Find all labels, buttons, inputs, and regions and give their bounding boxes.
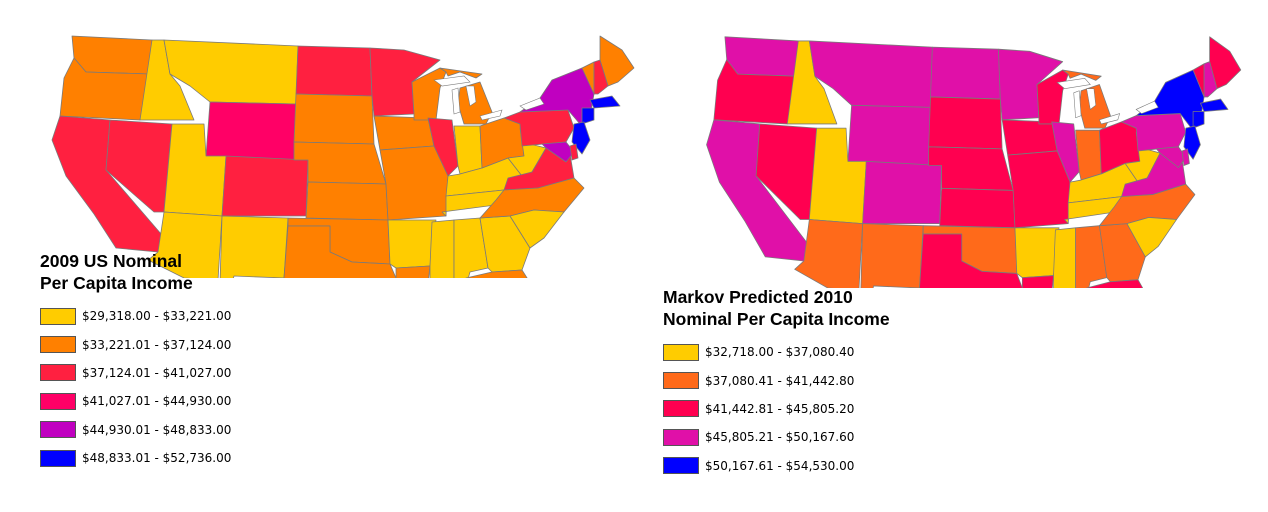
legend-label: $29,318.00 - $33,221.00	[82, 309, 232, 324]
legend-swatch	[663, 428, 699, 446]
state-ia	[373, 115, 435, 151]
state-md	[541, 141, 575, 163]
state-ct	[581, 107, 595, 125]
legend-label: $41,027.01 - $44,930.00	[82, 394, 232, 409]
state-nm	[860, 223, 924, 288]
state-sd	[293, 93, 375, 145]
legend-swatch	[40, 336, 76, 354]
legend-title: Markov Predicted 2010 Nominal Per Capita…	[663, 286, 890, 330]
state-ne	[928, 146, 1014, 191]
legend-label: $37,124.01 - $41,027.00	[82, 365, 232, 380]
state-ma	[589, 95, 621, 109]
legend-item: $41,442.81 - $45,805.20	[663, 395, 890, 423]
legend-item: $29,318.00 - $33,221.00	[40, 302, 231, 330]
legend-swatch	[663, 372, 699, 390]
great-lakes	[433, 75, 545, 121]
state-ma	[1200, 98, 1229, 112]
state-mt	[163, 39, 299, 105]
state-az	[794, 219, 863, 288]
state-ct	[1192, 111, 1205, 129]
legend-label: $50,167.61 - $54,530.00	[705, 458, 855, 473]
legend-label: $48,833.01 - $52,736.00	[82, 451, 232, 466]
map-2009-income	[34, 16, 644, 278]
state-wy	[847, 104, 931, 166]
state-nd	[930, 46, 1001, 100]
state-fl	[465, 269, 528, 278]
state-wy	[205, 101, 297, 161]
state-il	[427, 117, 459, 177]
legend-item: $45,805.21 - $50,167.60	[663, 423, 890, 451]
state-sd	[928, 96, 1003, 150]
legend-item: $37,080.41 - $41,442.80	[663, 366, 890, 394]
legend-title-line2: Per Capita Income	[40, 273, 193, 293]
legend-label: $45,805.21 - $50,167.60	[705, 430, 855, 445]
legend-swatch	[40, 421, 76, 439]
state-ia	[1001, 119, 1058, 156]
legend-2009: 2009 US Nominal Per Capita Income $29,31…	[40, 250, 231, 472]
state-fl	[1086, 279, 1144, 288]
state-nh	[593, 59, 609, 95]
legend-label: $33,221.01 - $37,124.00	[82, 337, 232, 352]
legend-item: $33,221.01 - $37,124.00	[40, 330, 231, 358]
state-in	[453, 125, 483, 175]
legend-title-line2: Nominal Per Capita Income	[663, 309, 890, 329]
legend-label: $32,718.00 - $37,080.40	[705, 345, 855, 360]
legend-swatch	[40, 392, 76, 410]
legend-label: $37,080.41 - $41,442.80	[705, 373, 855, 388]
state-ne	[293, 141, 387, 185]
state-wa	[71, 35, 153, 75]
state-mt	[808, 40, 933, 108]
legend-swatch	[663, 457, 699, 475]
legend-title: 2009 US Nominal Per Capita Income	[40, 250, 231, 294]
legend-item: $50,167.61 - $54,530.00	[663, 452, 890, 480]
state-ks	[939, 187, 1016, 229]
legend-item: $32,718.00 - $37,080.40	[663, 338, 890, 366]
state-mo	[1007, 150, 1071, 229]
legend-swatch	[40, 307, 76, 325]
state-ar	[1014, 227, 1060, 279]
legend-item: $41,027.01 - $44,930.00	[40, 387, 231, 415]
state-la	[1021, 275, 1054, 288]
state-md	[1155, 146, 1187, 168]
legend-label: $44,930.01 - $48,833.00	[82, 422, 232, 437]
state-ks	[305, 181, 389, 221]
state-co	[221, 155, 309, 217]
state-mo	[379, 145, 449, 221]
great-lakes	[1056, 77, 1159, 125]
legend-item: $44,930.01 - $48,833.00	[40, 416, 231, 444]
us-choropleth-2009	[51, 35, 635, 278]
legend-label: $41,442.81 - $45,805.20	[705, 401, 855, 416]
state-co	[862, 160, 942, 225]
legend-title-line1: 2009 US Nominal	[40, 251, 182, 271]
legend-swatch	[663, 343, 699, 361]
state-wa	[724, 36, 799, 77]
legend-swatch	[663, 400, 699, 418]
state-sc	[509, 209, 565, 249]
state-nh	[1203, 61, 1218, 98]
state-sc	[1126, 216, 1177, 258]
state-la	[395, 265, 431, 278]
legend-title-line1: Markov Predicted 2010	[663, 287, 853, 307]
map-2010-predicted	[690, 16, 1250, 288]
state-ms	[429, 219, 455, 278]
legend-item: $37,124.01 - $41,027.00	[40, 359, 231, 387]
legend-swatch	[40, 449, 76, 467]
state-ms	[1053, 227, 1076, 288]
state-nd	[295, 45, 373, 97]
state-nv	[755, 123, 818, 220]
legend-swatch	[40, 364, 76, 382]
state-il	[1051, 121, 1080, 183]
us-choropleth-2010-predicted	[706, 36, 1242, 288]
state-nv	[105, 119, 173, 213]
state-tx	[283, 225, 397, 278]
state-de	[1181, 148, 1190, 166]
state-de	[569, 143, 579, 161]
state-tx	[918, 233, 1023, 288]
legend-item: $48,833.01 - $52,736.00	[40, 444, 231, 472]
state-in	[1075, 129, 1102, 181]
legend-2010-predicted: Markov Predicted 2010 Nominal Per Capita…	[663, 286, 890, 480]
state-ar	[387, 219, 437, 269]
